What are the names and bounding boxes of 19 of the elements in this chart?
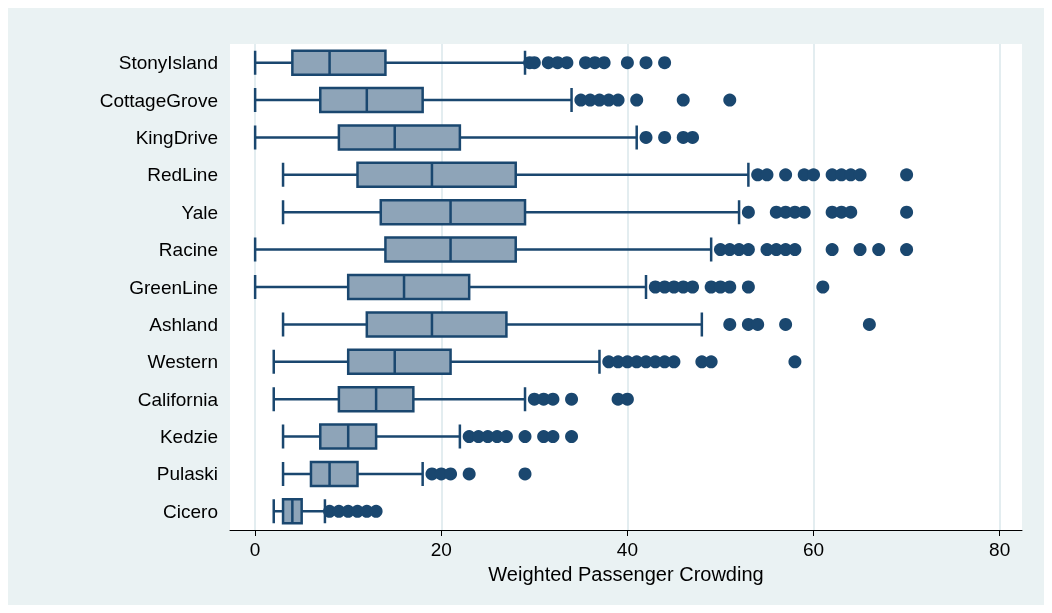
y-tick-label: GreenLine xyxy=(129,276,218,298)
y-tick-label: Racine xyxy=(158,239,218,261)
x-tick-label: 20 xyxy=(430,539,452,560)
y-tick-label: Yale xyxy=(181,201,218,223)
x-tick-label: 0 xyxy=(249,539,261,560)
x-tick-label: 60 xyxy=(802,539,825,560)
y-tick-label: Pulaski xyxy=(156,463,218,485)
y-tick-label: Western xyxy=(147,351,218,373)
y-tick-label: Cicero xyxy=(163,500,218,522)
y-tick-label: StonyIsland xyxy=(118,52,218,74)
x-tick-label: 40 xyxy=(616,539,638,560)
y-tick-label: CottageGrove xyxy=(99,89,218,111)
y-tick-label: RedLine xyxy=(147,164,218,186)
y-tick-label: California xyxy=(137,388,219,410)
y-tick-label: Ashland xyxy=(149,313,218,335)
y-tick-label: Kedzie xyxy=(159,426,218,448)
x-axis-title: Weighted Passenger Crowding xyxy=(488,562,764,585)
y-tick-label: KingDrive xyxy=(135,126,218,148)
x-tick-label: 80 xyxy=(989,539,1011,560)
